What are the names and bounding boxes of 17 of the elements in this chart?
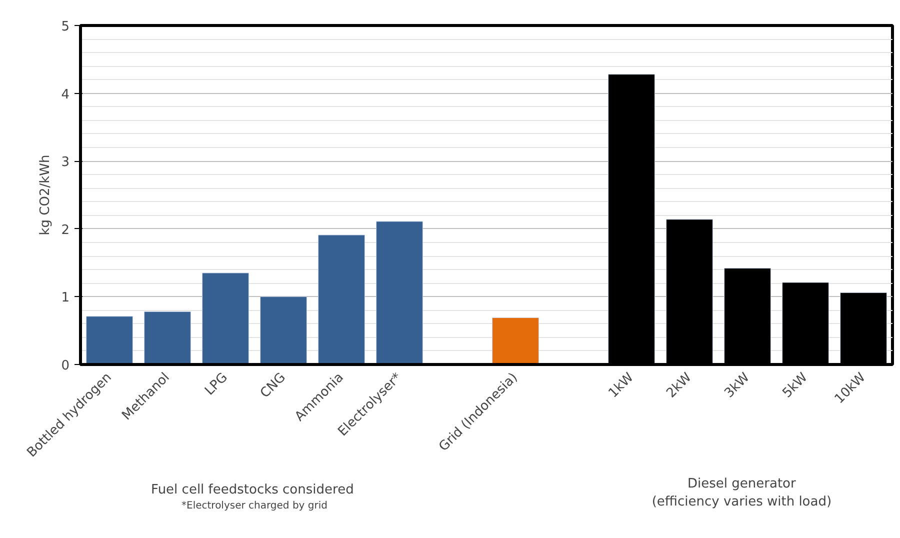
bar [144,311,191,364]
y-tick-label: 1 [61,290,70,306]
bar [260,296,307,364]
y-tick-label: 0 [61,358,70,374]
text: Diesel generator (efficiency varies with load) [652,476,832,510]
bar [202,272,249,364]
text: Fuel cell feedstocks considered [151,482,354,498]
bar [376,221,423,364]
bar [86,316,133,364]
y-tick-label: 5 [61,20,70,34]
y-tick-label: 2 [61,222,70,238]
bar [318,234,365,364]
text: *Electrolyser charged by grid [182,500,328,512]
bar [492,317,539,364]
y-axis-title: kg CO2/kWh [38,154,54,236]
y-tick-label: 3 [61,155,70,170]
y-tick-label: 4 [61,87,70,102]
